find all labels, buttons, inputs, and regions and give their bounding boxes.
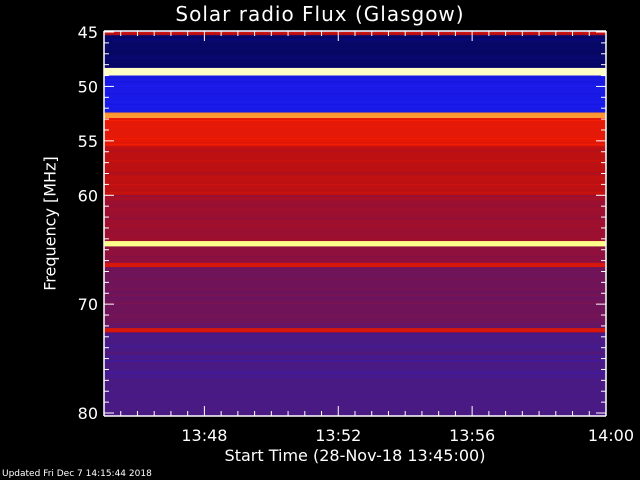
band-texture	[104, 374, 606, 376]
band-texture	[104, 256, 606, 258]
band-texture	[104, 325, 606, 327]
band-texture	[104, 370, 606, 372]
band-texture	[104, 160, 606, 162]
band-texture	[104, 178, 606, 180]
x-tick-label: 14:00	[588, 426, 634, 445]
band-texture	[104, 81, 606, 83]
band-texture	[104, 85, 606, 87]
band-texture	[104, 105, 606, 107]
frequency-band	[104, 117, 606, 147]
y-tick-label: 45	[78, 23, 98, 42]
updated-timestamp: Updated Fri Dec 7 14:15:44 2018	[2, 469, 152, 479]
band-texture	[104, 150, 606, 152]
frequency-band	[104, 332, 606, 416]
band-texture	[104, 192, 606, 194]
band-texture	[104, 267, 606, 269]
band-texture	[104, 360, 606, 362]
band-texture	[104, 346, 606, 348]
band-texture	[104, 83, 606, 85]
band-texture	[104, 356, 606, 358]
band-texture	[104, 101, 606, 103]
band-texture	[104, 207, 606, 209]
band-texture	[104, 205, 606, 207]
frequency-band	[104, 262, 606, 268]
band-texture	[104, 315, 606, 317]
band-texture	[104, 57, 606, 59]
band-texture	[104, 174, 606, 176]
band-texture	[104, 323, 606, 325]
band-texture	[104, 184, 606, 186]
band-texture	[104, 241, 606, 243]
band-texture	[104, 376, 606, 378]
band-texture	[104, 176, 606, 178]
frequency-band	[104, 146, 606, 196]
band-texture	[104, 65, 606, 67]
chart-title: Solar radio Flux (Glasgow)	[175, 2, 465, 26]
band-texture	[104, 237, 606, 239]
frequency-band	[104, 328, 606, 333]
band-texture	[104, 221, 606, 223]
band-texture	[104, 279, 606, 281]
band-texture	[104, 362, 606, 364]
band-texture	[104, 248, 606, 250]
band-texture	[104, 295, 606, 297]
band-texture	[104, 116, 606, 118]
band-texture	[104, 156, 606, 158]
band-texture	[104, 93, 606, 95]
band-texture	[104, 291, 606, 293]
band-texture	[104, 352, 606, 354]
x-tick-label: 13:52	[315, 426, 361, 445]
frequency-band	[104, 246, 606, 263]
band-texture	[104, 252, 606, 254]
x-tick-label: 13:48	[181, 426, 227, 445]
y-tick-label: 55	[78, 132, 98, 151]
band-texture	[104, 186, 606, 188]
band-texture	[104, 119, 606, 121]
y-tick-label: 60	[78, 186, 98, 205]
band-texture	[104, 141, 606, 143]
band-texture	[104, 277, 606, 279]
band-texture	[104, 172, 606, 174]
band-texture	[104, 111, 606, 113]
band-texture	[104, 112, 606, 114]
frequency-band	[104, 241, 606, 247]
band-texture	[104, 190, 606, 192]
band-texture	[104, 51, 606, 53]
y-axis-label: Frequency [MHz]	[40, 156, 60, 291]
band-texture	[104, 396, 606, 398]
band-texture	[104, 199, 606, 201]
y-tick-label: 50	[78, 77, 98, 96]
band-texture	[104, 332, 606, 334]
frequency-band	[104, 67, 606, 76]
band-texture	[104, 77, 606, 79]
band-texture	[104, 154, 606, 156]
band-texture	[104, 334, 606, 336]
band-texture	[104, 143, 606, 145]
band-texture	[104, 39, 606, 41]
x-tick-label: 13:56	[449, 426, 495, 445]
band-texture	[104, 303, 606, 305]
band-texture	[104, 209, 606, 211]
band-texture	[104, 137, 606, 139]
band-texture	[104, 344, 606, 346]
band-texture	[104, 225, 606, 227]
y-tick-label: 80	[78, 404, 98, 423]
band-texture	[104, 139, 606, 141]
x-axis-label: Start Time (28-Nov-18 13:45:00)	[224, 446, 486, 465]
band-texture	[104, 297, 606, 299]
band-texture	[104, 289, 606, 291]
band-texture	[104, 217, 606, 219]
frequency-band	[104, 112, 606, 118]
band-texture	[104, 372, 606, 374]
band-texture	[104, 148, 606, 150]
band-texture	[104, 197, 606, 199]
y-tick-label: 70	[78, 295, 98, 314]
band-texture	[104, 103, 606, 105]
band-texture	[104, 327, 606, 329]
band-texture	[104, 146, 606, 148]
